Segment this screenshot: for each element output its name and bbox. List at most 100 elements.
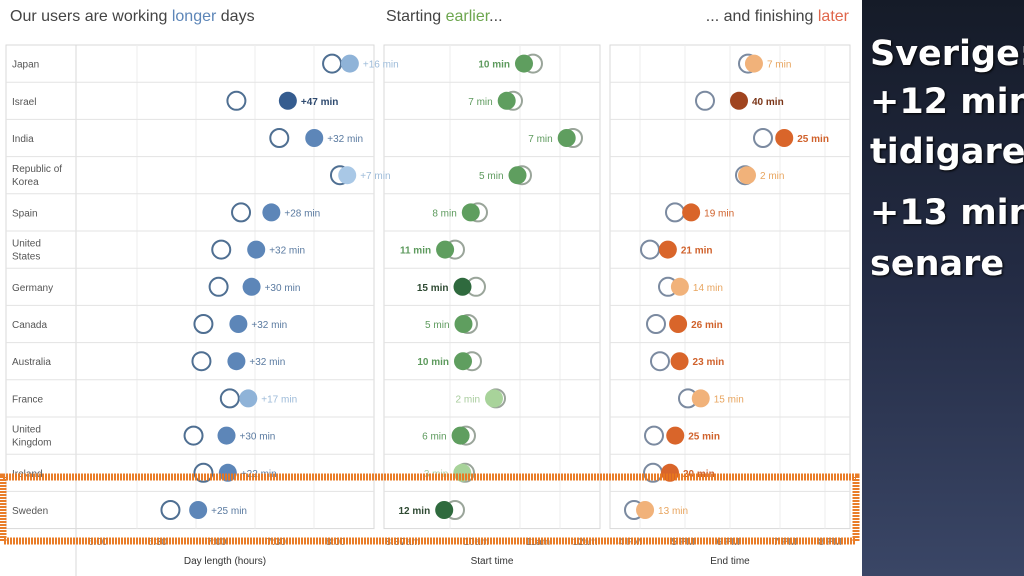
country-label: Spain — [12, 208, 38, 219]
end-before-dot — [646, 314, 666, 334]
day-change-label: +17 min — [261, 394, 297, 405]
end-change-label: 15 min — [714, 394, 744, 405]
start-change-label: 8 min — [432, 208, 456, 219]
end-change-label: 25 min — [797, 134, 829, 145]
end-change-label: 40 min — [752, 97, 784, 108]
day-change-label: +7 min — [360, 171, 390, 182]
day-after-dot — [229, 315, 248, 333]
start-after-dot — [436, 240, 455, 259]
day-before-dot — [231, 202, 252, 223]
start-after-dot — [485, 389, 503, 408]
end-after-dot — [744, 54, 763, 73]
day-change-label: +32 min — [327, 134, 363, 145]
end-change-label: 20 min — [683, 469, 715, 480]
country-label: United — [12, 425, 41, 436]
dumbbell-chart: Japan Israel India Republic of Korea Spain Uni… — [0, 44, 860, 576]
end-before-dot — [650, 351, 670, 372]
callout-end-label: senare — [870, 244, 1005, 284]
day-change-label: +25 min — [211, 506, 247, 517]
start-change-label: 6 min — [422, 432, 446, 443]
highlight-box — [0, 473, 860, 545]
country-label: Japan — [12, 60, 39, 71]
day-before-dot — [219, 388, 240, 409]
country-label: Australia — [12, 357, 51, 368]
start-after-dot — [508, 166, 527, 185]
start-change-label: 7 min — [528, 134, 552, 145]
day-change-label: +28 min — [284, 208, 320, 219]
start-after-dot — [451, 426, 470, 445]
panel-title-start: Starting earlier... — [386, 8, 503, 26]
end-after-dot — [669, 315, 688, 333]
title-part: ... — [489, 8, 503, 25]
country-label: Republic of — [12, 164, 62, 175]
end-after-dot — [670, 277, 689, 296]
country-label: Canada — [12, 320, 47, 331]
panel-frame — [383, 44, 601, 530]
country-label: Israel — [12, 97, 36, 108]
end-before-dot — [753, 128, 773, 148]
day-before-dot — [226, 90, 247, 111]
end-change-label: 25 min — [688, 432, 720, 443]
x-axis-label: End time — [710, 556, 750, 567]
end-after-dot — [682, 203, 701, 222]
callout-start-label: tidigare — [870, 132, 1024, 172]
panel-title-end: ... and finishing later — [706, 8, 849, 26]
country-label: Korea — [12, 177, 39, 188]
x-axis-label: Start time — [471, 556, 514, 567]
day-before-dot — [160, 500, 181, 520]
title-part: Starting — [386, 8, 446, 25]
x-tick-label: 7:00 — [207, 537, 227, 548]
x-tick-label: 7:30 — [267, 537, 287, 548]
end-change-label: 26 min — [691, 320, 723, 331]
callout-country: Sverige: — [870, 34, 1024, 74]
day-after-dot — [247, 240, 266, 259]
x-axis-label: Day length (hours) — [184, 556, 266, 567]
end-before-dot — [665, 202, 685, 223]
day-change-label: +30 min — [265, 283, 301, 294]
country-label: France — [12, 394, 44, 405]
end-change-label: 13 min — [658, 506, 688, 517]
title-part: ... and finishing — [705, 8, 818, 25]
panel-frame — [5, 44, 375, 530]
day-change-label: +32 min — [249, 357, 285, 368]
day-before-dot — [183, 425, 204, 446]
day-after-dot — [242, 277, 261, 296]
start-change-label: 15 min — [417, 283, 449, 294]
start-change-label: 7 min — [468, 97, 492, 108]
title-part: Our users are working — [10, 8, 172, 25]
day-change-label: +30 min — [240, 432, 276, 443]
start-after-dot — [454, 315, 473, 333]
end-after-dot — [666, 426, 685, 445]
end-before-dot — [695, 90, 715, 111]
day-after-dot — [340, 54, 359, 73]
country-label: Sweden — [12, 506, 48, 517]
day-after-dot — [217, 426, 236, 445]
end-after-dot — [670, 352, 689, 371]
start-after-dot — [461, 203, 480, 222]
start-after-dot — [497, 91, 516, 110]
day-before-dot — [208, 276, 229, 297]
day-after-dot — [189, 501, 208, 519]
start-change-label: 12 min — [399, 506, 431, 517]
callout-end-value: +13 min — [870, 193, 1024, 233]
end-change-label: 23 min — [693, 357, 725, 368]
day-before-dot — [211, 239, 232, 260]
end-before-dot — [640, 239, 660, 260]
day-after-dot — [278, 91, 297, 110]
title-part: days — [216, 8, 255, 25]
start-after-dot — [515, 54, 533, 73]
country-label: States — [12, 252, 40, 263]
start-change-label: 10 min — [478, 60, 510, 71]
end-change-label: 21 min — [681, 246, 713, 257]
day-change-label: +47 min — [301, 97, 339, 108]
start-change-label: 11 min — [400, 246, 431, 257]
callout-start-value: +12 min — [870, 82, 1024, 122]
panel-title-day-length: Our users are working longer days — [10, 8, 255, 26]
end-change-label: 7 min — [767, 60, 791, 71]
end-change-label: 2 min — [760, 171, 784, 182]
end-before-dot — [644, 425, 664, 446]
country-label: India — [12, 134, 34, 145]
day-after-dot — [338, 166, 357, 185]
end-after-dot — [691, 389, 710, 408]
country-label: Kingdom — [12, 438, 51, 449]
